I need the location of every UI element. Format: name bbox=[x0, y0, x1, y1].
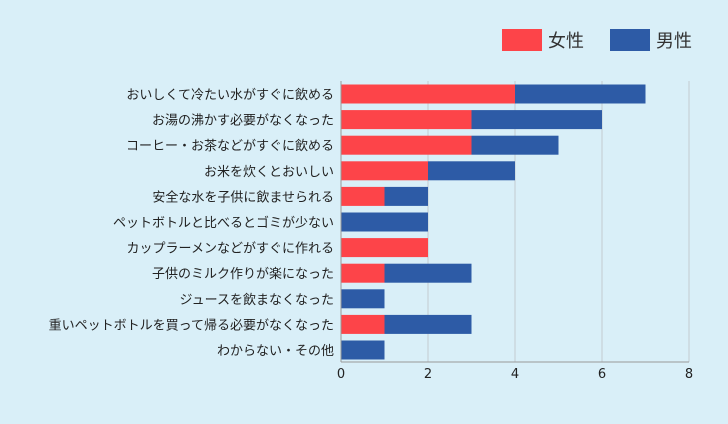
category-label-0: おいしくて冷たい水がすぐに飲める bbox=[126, 87, 334, 103]
category-label-7: 子供のミルク作りが楽になった bbox=[152, 266, 334, 282]
category-label-9: 重いペットボトルを買って帰る必要がなくなった bbox=[49, 317, 334, 333]
category-label-10: わからない・その他 bbox=[217, 344, 334, 359]
bar-male-9 bbox=[384, 314, 472, 334]
category-label-8: ジュースを飲まなくなった bbox=[180, 292, 334, 308]
bar-female-9 bbox=[341, 314, 385, 334]
bar-female-2 bbox=[341, 135, 472, 155]
x-tick-label-2: 2 bbox=[424, 367, 432, 382]
legend-label-female: 女性 bbox=[548, 31, 584, 52]
category-label-5: ペットボトルと比べるとゴミが少ない bbox=[113, 215, 334, 231]
x-tick-label-4: 4 bbox=[511, 367, 519, 382]
legend-item-male: 男性 bbox=[610, 27, 692, 53]
bar-male-10 bbox=[341, 340, 385, 360]
legend: 女性 男性 bbox=[502, 27, 718, 53]
bar-female-7 bbox=[341, 263, 385, 283]
category-label-6: カップラーメンなどがすぐに作れる bbox=[127, 242, 334, 257]
bar-female-0 bbox=[341, 84, 515, 104]
bar-male-7 bbox=[384, 263, 472, 283]
legend-swatch-female bbox=[502, 29, 542, 51]
bar-female-1 bbox=[341, 110, 472, 130]
bar-male-1 bbox=[471, 110, 602, 130]
bar-male-4 bbox=[384, 186, 428, 206]
bar-male-8 bbox=[341, 289, 385, 309]
bar-male-2 bbox=[471, 135, 559, 155]
bar-female-6 bbox=[341, 238, 428, 258]
bar-female-4 bbox=[341, 186, 385, 206]
bar-male-5 bbox=[341, 212, 428, 232]
x-tick-label-6: 6 bbox=[598, 367, 606, 382]
category-label-3: お米を炊くとおいしい bbox=[204, 165, 334, 180]
legend-item-female: 女性 bbox=[502, 27, 584, 53]
category-label-2: コーヒー・お茶などがすぐに飲める bbox=[126, 138, 334, 154]
category-label-4: 安全な水を子供に飲ませられる bbox=[152, 189, 334, 205]
bar-male-0 bbox=[515, 84, 646, 104]
bar-female-3 bbox=[341, 161, 428, 181]
x-tick-label-8: 8 bbox=[685, 367, 693, 382]
bar-male-3 bbox=[428, 161, 515, 181]
legend-label-male: 男性 bbox=[656, 31, 692, 52]
category-label-1: お湯の沸かす必要がなくなった bbox=[152, 114, 334, 129]
legend-swatch-male bbox=[610, 29, 650, 51]
x-tick-label-0: 0 bbox=[337, 367, 345, 382]
